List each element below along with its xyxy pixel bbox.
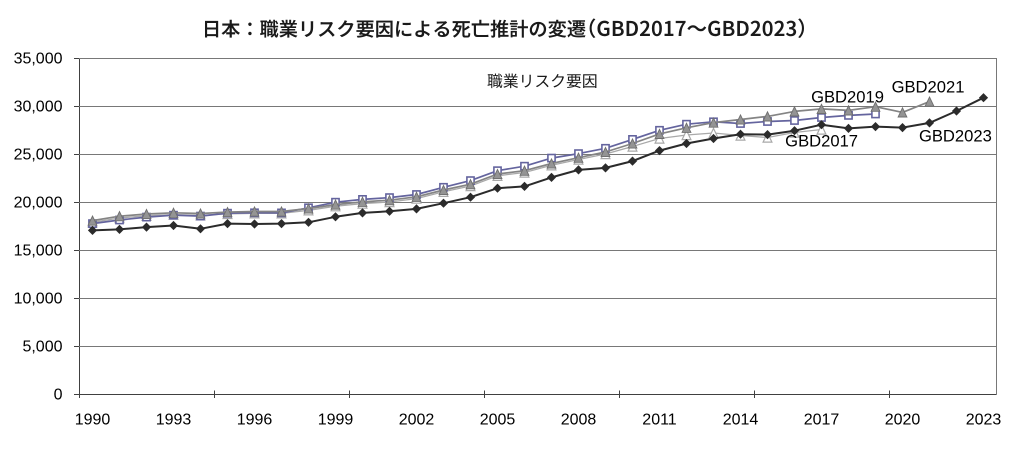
svg-text:2020: 2020 [885,412,921,429]
svg-text:2008: 2008 [561,412,597,429]
svg-text:10,000: 10,000 [14,291,63,308]
svg-text:2017: 2017 [804,412,840,429]
svg-text:1990: 1990 [75,412,111,429]
svg-text:2002: 2002 [399,412,435,429]
svg-text:GBD2023: GBD2023 [919,127,992,146]
svg-text:1993: 1993 [156,412,192,429]
svg-text:GBD2017: GBD2017 [785,132,858,151]
svg-text:GBD2019: GBD2019 [811,87,884,106]
svg-text:1999: 1999 [318,412,354,429]
svg-text:25,000: 25,000 [14,147,63,164]
svg-text:2014: 2014 [723,412,759,429]
svg-text:1996: 1996 [237,412,273,429]
svg-text:15,000: 15,000 [14,243,63,260]
svg-text:20,000: 20,000 [14,195,63,212]
svg-text:2011: 2011 [642,412,677,429]
svg-text:2023: 2023 [966,412,1002,429]
svg-text:2005: 2005 [480,412,516,429]
svg-text:0: 0 [54,387,63,404]
svg-text:5,000: 5,000 [22,339,62,356]
svg-text:GBD2021: GBD2021 [892,78,965,97]
svg-text:35,000: 35,000 [14,51,63,68]
svg-text:30,000: 30,000 [14,99,63,116]
